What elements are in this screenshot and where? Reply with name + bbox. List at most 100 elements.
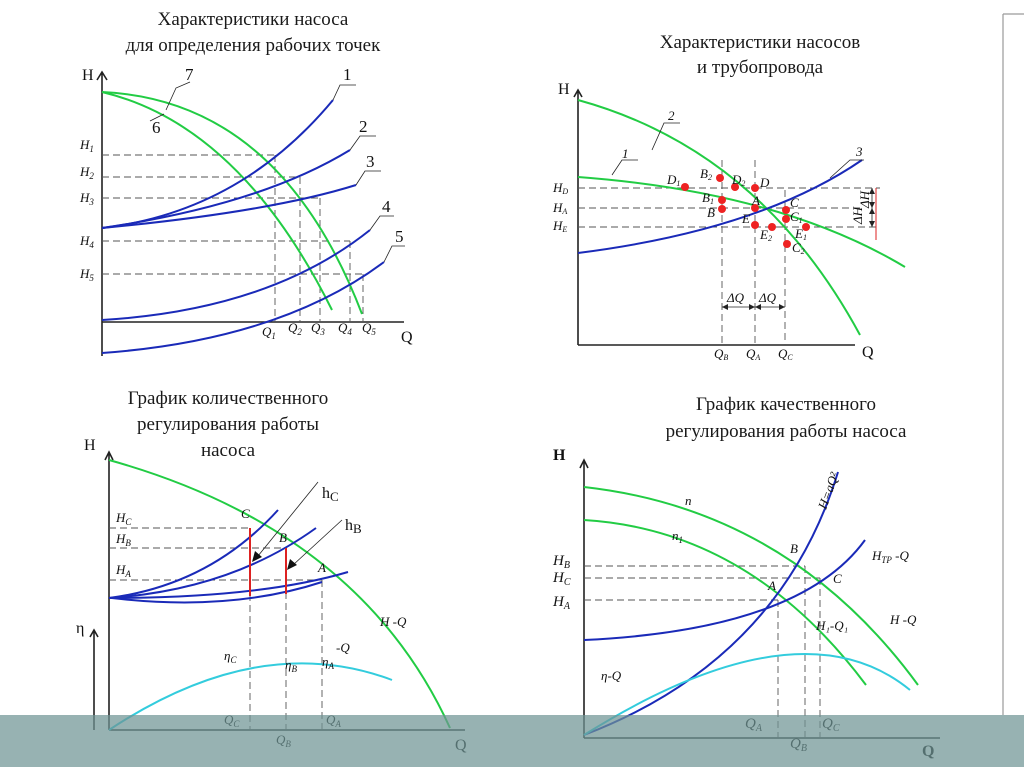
tr-axis-q: Q [862,344,874,361]
bl-eta-b: ηB [285,657,297,674]
tl-title-line2: для определения рабочих точек [126,35,381,56]
tl-h2: H2 [79,164,94,181]
tl-h3: H3 [79,190,94,207]
tr-label-c1: C1 [790,209,803,225]
tr-label-d1: D1 [666,172,680,188]
tr-label-b1: B1 [702,190,714,206]
tl-curve-2 [101,149,351,229]
tr-label-e2: E2 [759,227,772,243]
br-point-b: B [790,541,798,556]
tl-q5: Q5 [362,320,376,337]
br-curve-eta [583,653,911,736]
br-label-n: n [685,493,692,508]
tr-curve-2 [577,99,861,336]
tr-axis-h: H [558,81,570,98]
br-title-line2: регулирования работы насоса [666,421,907,442]
tl-q3: Q3 [311,320,325,337]
bl-eta-c: ηC [224,648,237,665]
tr-delta-q1: ΔQ [726,290,745,305]
tl-curve-5 [101,261,385,354]
br-point-c: C [833,571,842,586]
tr-label-d2: D2 [731,172,745,188]
bl-point-c: C [241,506,250,521]
tr-label-e1: E1 [794,226,807,242]
tr-title-line2: и трубопровода [697,57,824,78]
tl-label-2: 2 [359,117,368,136]
tr-delta-h2: ΔH [857,190,872,209]
tr-y-axis [573,88,583,345]
bl-hb-arrowhead [287,559,297,570]
bl-axis-eta: η [76,620,84,637]
br-label-haq: H=aQ² [814,469,842,512]
br-curve-n [583,486,919,686]
br-label-etaq: η-Q [601,668,622,683]
tr-point-b1 [718,196,726,204]
br-point-a: A [767,578,776,593]
bl-y-axis [104,450,114,730]
tl-curve-1 [101,99,334,229]
tr-point-e [751,221,759,229]
tl-label-1: 1 [343,65,352,84]
tl-label-5: 5 [395,227,404,246]
tr-label-c2: C2 [792,240,805,256]
tl-curve-6 [101,91,333,311]
tr-q-a: QA [746,346,760,362]
tr-delta-h1: ΔH [850,206,865,225]
br-curve-htp [583,539,866,641]
tr-delta-q-arrowheads [722,304,785,310]
br-title-line1: График качественного [696,394,876,415]
tl-curve-3 [101,184,357,229]
tr-point-b [718,205,726,213]
tr-point-e1 [802,223,810,231]
bl-h-c: HC [115,510,132,527]
panel-quantitative-regulation: График количественного регулирования раб… [76,388,467,754]
tl-leader-1 [332,84,356,101]
br-h-a: HA [552,594,571,612]
bl-h-guides [109,527,322,581]
bl-h-b: HB [115,531,131,548]
tr-point-e2 [768,223,776,231]
tr-point-a [751,204,759,212]
br-curve-n1 [583,519,867,686]
br-y-axis [579,458,589,738]
br-q-guides [777,566,821,738]
bl-h-a: HA [115,562,131,579]
bl-curve-eta [108,662,393,731]
tr-label-b: B [707,205,715,220]
bl-hc-arrowhead [252,551,262,562]
tr-label-1: 1 [622,146,629,161]
bl-label-hb: hB [345,517,362,536]
tl-h4: H4 [79,233,94,250]
tl-leader-2 [349,135,376,151]
br-label-htp: HTP -Q [871,548,909,565]
tr-q-b: QB [714,346,728,362]
tr-point-d [751,184,759,192]
tl-h-guides [102,154,363,275]
bl-curve-c [108,509,279,599]
bl-curve-lower [111,581,323,604]
tl-leader-5 [383,245,405,263]
tl-h5: H5 [79,266,94,283]
bl-curve-b [108,527,317,599]
br-axis-h: H [553,447,566,464]
tl-y-axis [96,70,108,356]
tr-point-d1 [681,183,689,191]
tr-h-d: HD [552,180,568,196]
tl-curve-4 [101,229,371,321]
tl-q4: Q4 [338,320,352,337]
tr-point-c1 [782,215,790,223]
br-label-h1q1: H₁-Q₁ [815,618,848,633]
bl-label-hq: H -Q [379,614,407,629]
bl-title-line2: регулирования работы [137,414,319,435]
tl-title-line1: Характеристики насоса [158,9,349,30]
tr-label-3: 3 [855,144,863,159]
bl-hb-leader [292,519,343,566]
tl-leader-7 [165,81,191,111]
bl-point-b: B [279,530,287,545]
bl-axis-h: H [84,437,96,454]
tr-curve-1 [577,176,906,268]
br-h-c: HC [552,570,571,588]
bl-point-a: A [317,560,326,575]
br-h-b: HB [552,553,570,571]
